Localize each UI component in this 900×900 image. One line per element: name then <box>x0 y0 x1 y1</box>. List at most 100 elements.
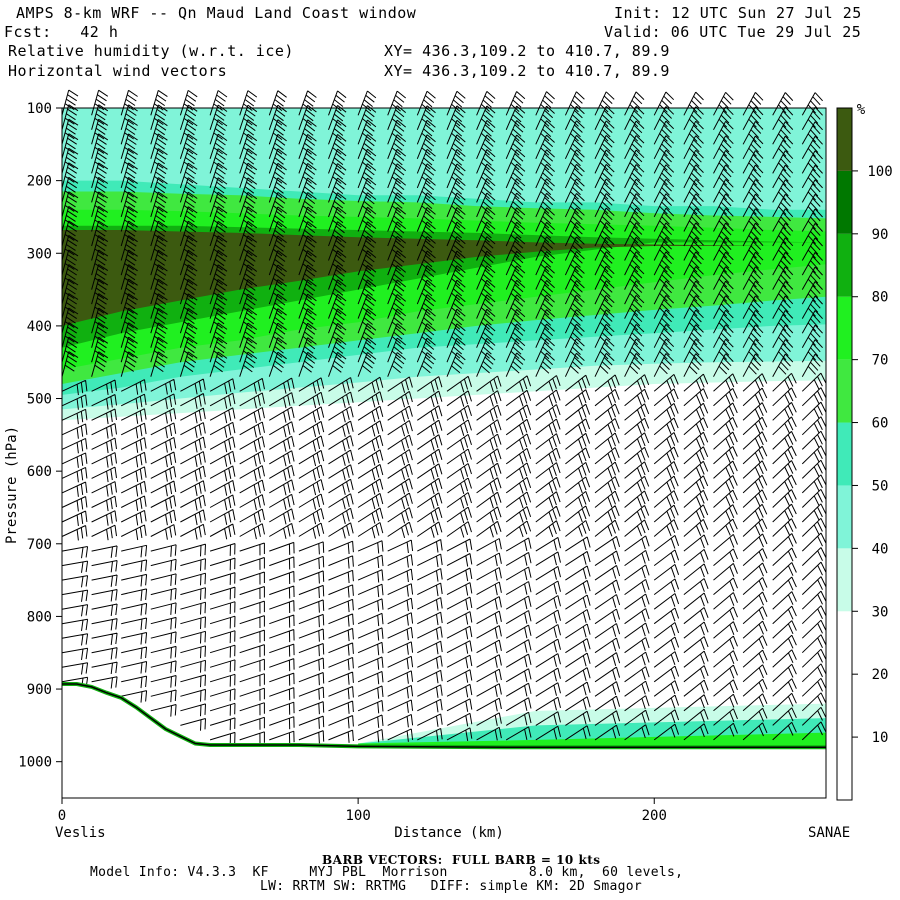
wind-barb <box>387 449 413 466</box>
wind-barb <box>446 433 472 451</box>
wind-barb <box>535 236 555 261</box>
wind-barb <box>535 149 555 174</box>
wind-barb <box>624 417 650 436</box>
wind-barb <box>268 293 287 319</box>
wind-barb <box>505 207 526 232</box>
wind-barb <box>120 162 138 189</box>
wind-barb <box>772 591 797 610</box>
wind-barb <box>713 295 734 319</box>
x-axis: 0 100 200 <box>58 798 667 824</box>
wind-barb <box>742 416 768 436</box>
wind-barb <box>624 309 645 334</box>
wind-barb <box>120 495 147 511</box>
wind-barb <box>446 163 466 189</box>
wind-barb <box>742 309 764 334</box>
wind-barb <box>535 609 561 625</box>
wind-barb <box>624 651 650 668</box>
wind-barb <box>387 206 407 232</box>
wind-barb <box>772 106 794 131</box>
wind-barb <box>742 503 768 523</box>
wind-barb <box>772 310 794 334</box>
wind-barb <box>505 120 526 145</box>
wind-barb <box>505 566 532 581</box>
wind-barb <box>239 508 265 525</box>
wind-barb <box>476 726 502 741</box>
wind-barb <box>269 435 295 452</box>
wind-barb <box>505 624 532 639</box>
wind-barb <box>624 91 645 116</box>
wind-barb <box>328 322 347 348</box>
wind-barb <box>328 584 354 598</box>
wind-barb <box>742 164 764 189</box>
wind-barb <box>357 449 384 466</box>
wind-barb <box>416 250 436 276</box>
wind-barb <box>328 671 354 685</box>
y-tick-label: 300 <box>27 246 52 262</box>
wind-barb <box>298 541 325 555</box>
wind-barb <box>772 92 794 116</box>
wind-barb <box>180 480 206 496</box>
wind-barb <box>476 697 502 712</box>
wind-barb <box>150 220 168 247</box>
wind-barb <box>683 135 704 160</box>
wind-barb <box>150 480 177 497</box>
wind-barb <box>179 278 198 305</box>
wind-barb <box>742 222 764 247</box>
wind-barb <box>387 192 407 218</box>
wind-barb <box>772 281 794 305</box>
wind-barb <box>742 533 768 552</box>
wind-barb <box>209 494 236 511</box>
wind-barb <box>713 353 734 377</box>
wind-barb <box>357 656 384 670</box>
wind-barb <box>476 520 502 538</box>
wind-barb <box>387 492 413 510</box>
wind-barb <box>417 713 443 727</box>
wind-barb <box>268 279 287 305</box>
wind-barb <box>298 643 325 657</box>
wind-barb <box>91 162 109 189</box>
wind-barb <box>505 537 532 552</box>
wind-barb <box>683 534 709 552</box>
wind-barb <box>713 179 734 203</box>
wind-barb <box>742 548 768 566</box>
wind-barb <box>535 134 555 160</box>
wind-barb <box>505 178 526 203</box>
wind-barb <box>298 570 325 584</box>
wind-barb <box>268 250 287 276</box>
wind-barb <box>594 710 621 726</box>
wind-barb <box>653 651 680 668</box>
wind-barb <box>446 221 466 247</box>
wind-barb <box>61 264 79 290</box>
wind-barb <box>239 557 265 570</box>
wind-barb <box>328 235 347 261</box>
wind-barb <box>446 419 472 436</box>
wind-barb <box>742 92 764 116</box>
wind-barb <box>535 163 555 189</box>
wind-barb <box>417 582 443 597</box>
wind-barb <box>179 206 198 232</box>
wind-barb <box>387 507 413 524</box>
wind-barb <box>742 693 768 712</box>
wind-barb <box>268 90 287 116</box>
colorbar-tick-label: 20 <box>872 667 889 683</box>
wind-barb <box>357 627 384 641</box>
wind-barb <box>683 475 709 494</box>
wind-barb <box>150 616 177 630</box>
colorbar-tick-label: 30 <box>872 604 889 620</box>
wind-barb <box>180 659 206 673</box>
wind-barb <box>801 474 827 494</box>
wind-barb <box>239 673 265 687</box>
wind-barb <box>91 632 118 645</box>
wind-barb <box>683 708 709 726</box>
wind-barb <box>150 249 168 276</box>
wind-barb <box>713 504 738 523</box>
wind-barb <box>387 235 407 261</box>
wind-barb <box>357 405 384 423</box>
wind-barb <box>328 192 347 218</box>
wind-barb <box>357 492 384 510</box>
wind-barb <box>150 177 168 203</box>
wind-barb <box>564 265 585 290</box>
wind-barb <box>624 446 650 465</box>
wind-barb <box>298 279 317 305</box>
wind-barb <box>624 490 650 508</box>
